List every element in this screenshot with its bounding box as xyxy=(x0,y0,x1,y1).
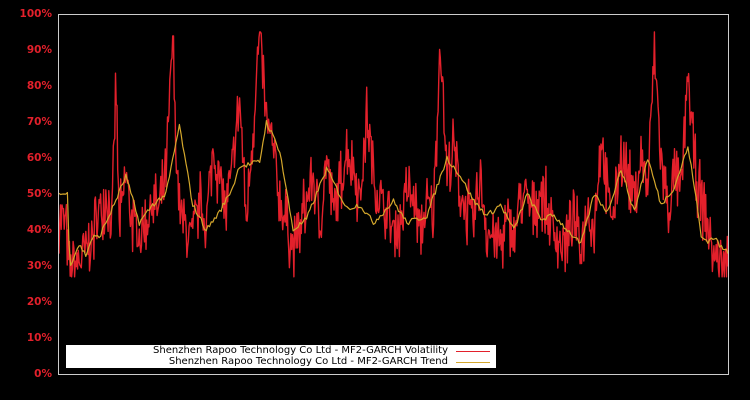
y-tick-label: 20% xyxy=(26,296,52,308)
y-tick-label: 60% xyxy=(26,152,52,164)
y-tick-label: 0% xyxy=(34,368,52,380)
volatility-line xyxy=(58,31,729,278)
legend-swatch-volatility xyxy=(456,351,490,352)
plot-frame xyxy=(58,14,729,375)
chart-legend: Shenzhen Rapoo Technology Co Ltd - MF2-G… xyxy=(66,345,496,368)
trend-line xyxy=(58,119,729,267)
legend-label-trend: Shenzhen Rapoo Technology Co Ltd - MF2-G… xyxy=(168,356,448,367)
y-tick-label: 100% xyxy=(19,8,52,20)
y-tick-label: 90% xyxy=(26,44,52,56)
legend-swatch-trend xyxy=(456,362,490,363)
y-tick-label: 40% xyxy=(26,224,52,236)
y-tick-label: 80% xyxy=(26,80,52,92)
y-tick-label: 50% xyxy=(26,188,52,200)
series-layer xyxy=(58,31,729,278)
legend-label-volatility: Shenzhen Rapoo Technology Co Ltd - MF2-G… xyxy=(153,345,448,356)
y-tick-label: 30% xyxy=(26,260,52,272)
y-tick-label: 70% xyxy=(26,116,52,128)
y-tick-label: 10% xyxy=(26,332,52,344)
